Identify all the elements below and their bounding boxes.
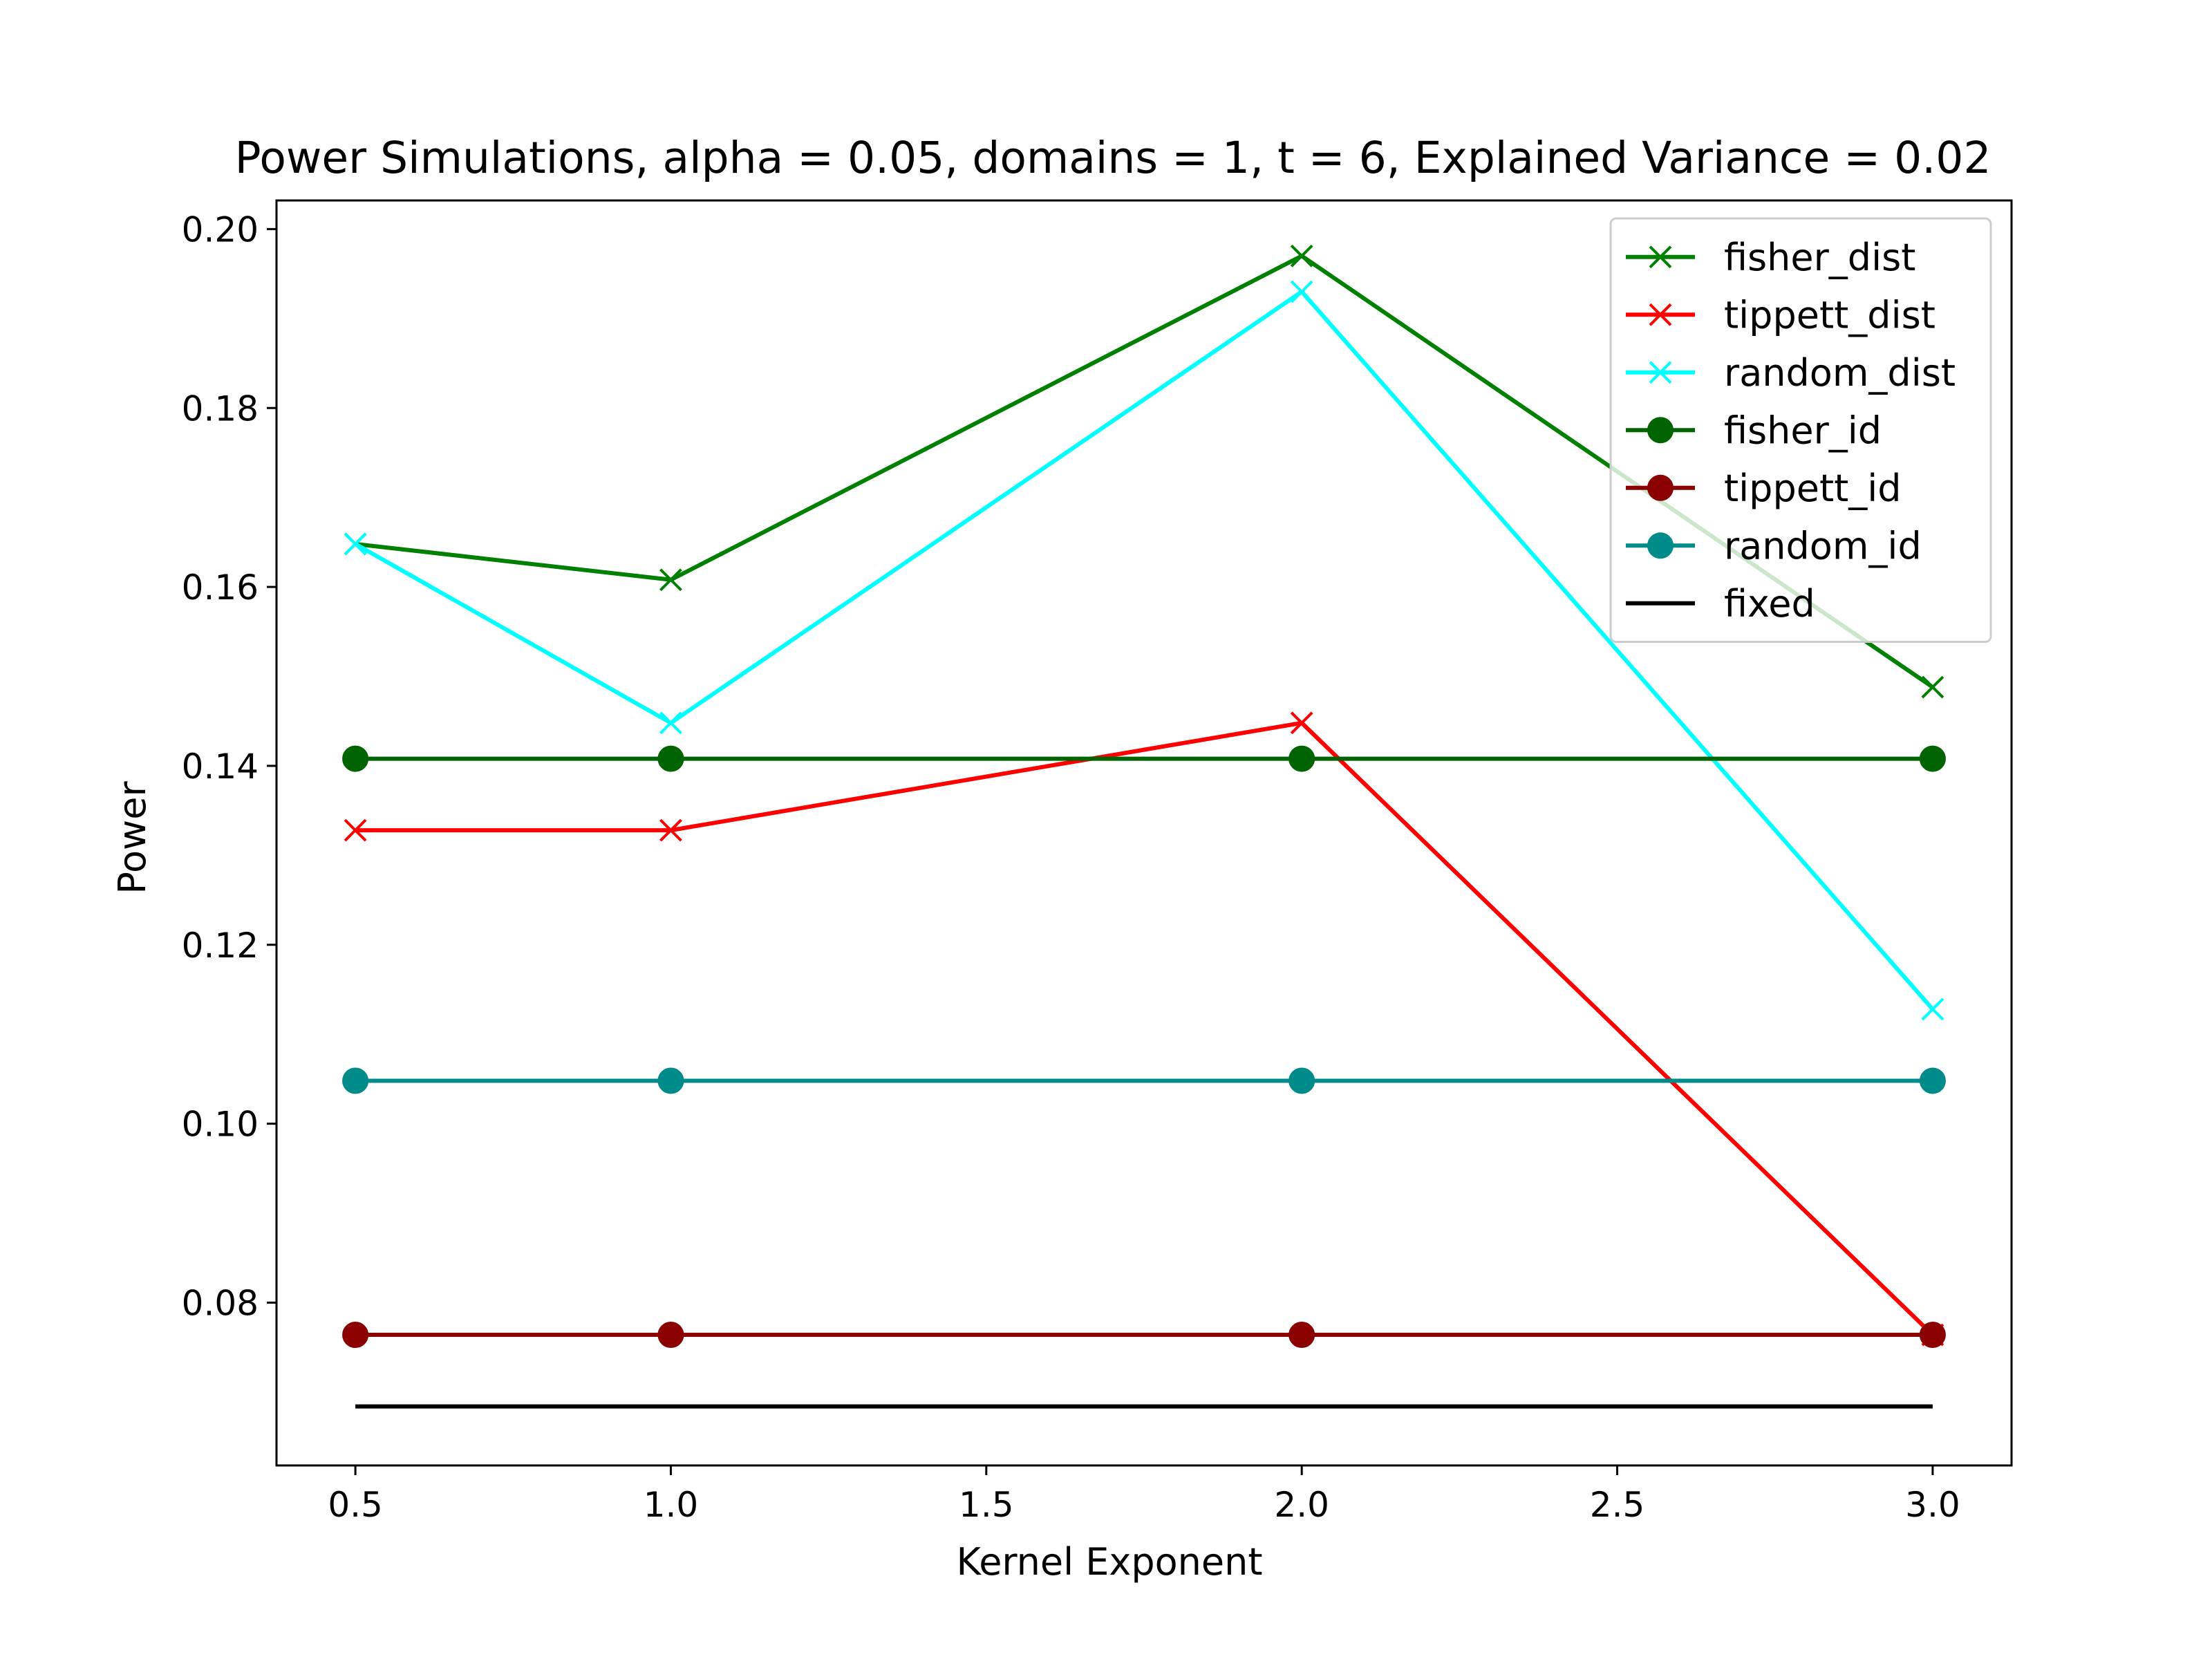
series-random_dist [344,280,1944,1021]
legend: fisher_dist tippett_dist random_distfisher… [1609,217,1992,643]
legend-label: fixed [1724,582,1815,626]
legend-entry-random_id: random_id [1626,524,1922,568]
legend-entry-fixed: fixed [1626,582,1815,626]
legend-label: random_id [1724,524,1922,568]
legend-marker [1647,474,1674,501]
data-point-fisher_id [657,745,684,772]
x-tick-label: 2.0 [1274,1485,1329,1525]
series-line-random_dist [354,290,1935,1011]
data-point-random_id [657,1067,684,1094]
axes-frame [275,199,2013,1467]
data-point-tippett_id [1288,1322,1315,1349]
data-point-fisher_id [1919,745,1946,772]
legend-marker [1649,303,1672,326]
data-point-tippett_dist [344,818,367,842]
plot-area [342,244,1946,1409]
legend-entry-fisher_dist: fisher_dist [1626,236,1915,279]
data-point-tippett_dist [659,818,682,842]
data-point-fisher_dist [1921,675,1944,699]
data-point-tippett_dist [1290,711,1313,735]
data-point-random_dist [659,711,682,735]
legend-entry-random_dist: random_dist [1626,351,1956,395]
data-point-fisher_id [1288,745,1315,772]
y-tick-label: 0.10 [182,1105,259,1145]
legend-label: tippett_dist [1724,293,1936,337]
data-point-random_dist [1921,997,1944,1021]
x-tick-label: 1.5 [959,1485,1014,1525]
data-point-random_id [342,1067,369,1094]
series-fisher_id [342,745,1946,772]
legend-marker [1647,532,1674,559]
legend-marker [1647,417,1674,444]
y-tick-label: 0.16 [182,568,259,608]
legend-marker [1649,245,1672,269]
legend-label: tippett_id [1724,467,1902,510]
series-line-tippett_dist [355,720,1934,1337]
data-point-fisher_id [342,745,369,772]
legend-box [1609,217,1992,643]
legend-label: random_dist [1724,351,1956,395]
data-point-random_id [1919,1067,1946,1094]
series-tippett_id [342,1322,1946,1349]
data-point-random_dist [344,532,367,556]
legend-entry-tippett_id: tippett_id [1626,467,1902,510]
x-tick-label: 2.5 [1590,1485,1645,1525]
y-tick-label: 0.20 [182,209,259,250]
axes: 0.5 1.0 1.5 2.0 2.5 3.0 0.08 0.10 0.12 0.14 0.16 0.… [182,199,2013,1525]
x-tick-label: 1.0 [644,1485,699,1525]
legend-entry-fisher_id: fisher_id [1626,409,1882,452]
series-random_id [342,1067,1946,1094]
legend-label: fisher_id [1724,409,1882,452]
data-point-fisher_dist [1290,244,1313,268]
y-tick-label: 0.12 [182,926,259,966]
legend-label: fisher_dist [1724,236,1915,279]
y-axis-label: Power [111,781,154,894]
x-axis-label: Kernel Exponent [956,1540,1262,1584]
data-point-tippett_id [1919,1322,1946,1349]
data-point-tippett_id [342,1322,369,1349]
chart-title: Power Simulations, alpha = 0.05, domains… [235,133,1991,183]
data-point-random_id [1288,1067,1315,1094]
data-point-tippett_id [657,1322,684,1349]
legend-marker [1649,361,1672,384]
x-tick-label: 0.5 [328,1485,383,1525]
x-tick-label: 3.0 [1905,1485,1960,1525]
y-tick-label: 0.18 [182,388,259,429]
legend-entry-tippett_dist: tippett_dist [1626,293,1936,337]
data-point-random_dist [1290,280,1313,303]
y-tick-label: 0.14 [182,747,259,787]
y-tick-label: 0.08 [182,1283,259,1323]
data-point-fisher_dist [659,568,682,592]
